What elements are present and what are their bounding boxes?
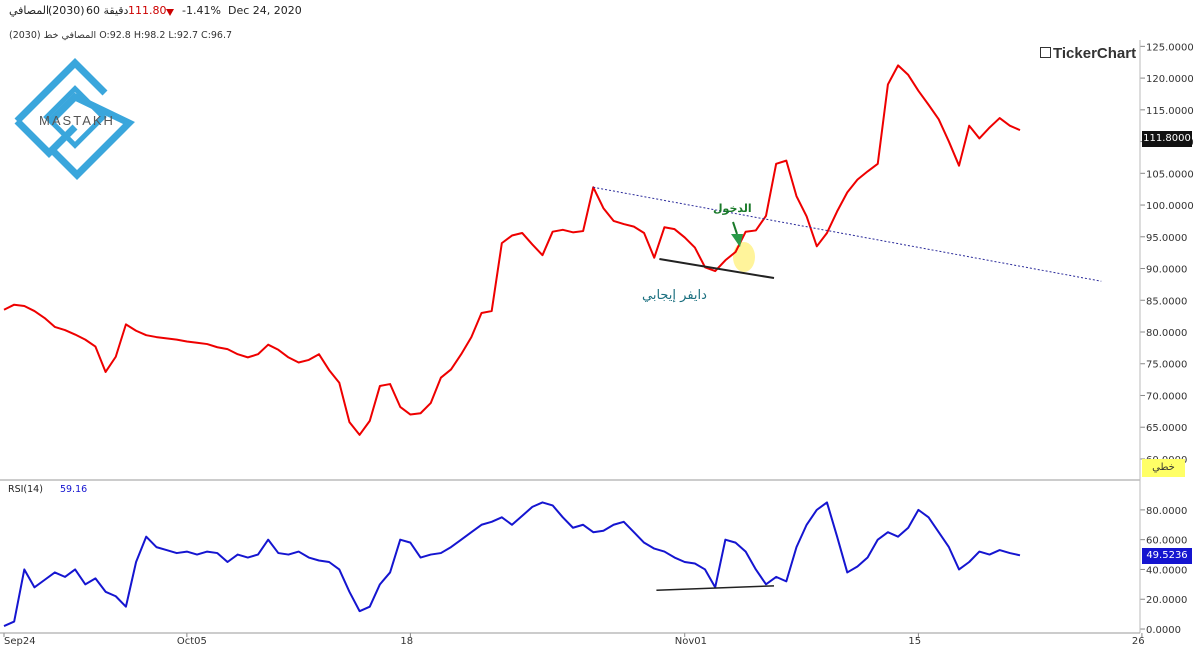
price-tick-label: 115.0000 — [1146, 106, 1194, 117]
price-tick-label: 65.0000 — [1146, 423, 1187, 434]
price-series — [3, 64, 1021, 436]
price-tick-label: 120.0000 — [1146, 74, 1194, 85]
rsi-support-line — [656, 585, 775, 592]
x-tick-label: 18 — [400, 636, 413, 647]
x-tick-label: Sep24 — [4, 636, 36, 647]
mastakh-logo: MASTAKH — [9, 51, 145, 187]
rsi-value-tag: 49.5236 — [1142, 548, 1192, 564]
entry-highlight — [733, 242, 755, 272]
entry-annotation: الدخول — [713, 202, 752, 215]
rsi-series — [3, 501, 1021, 627]
price-tick-label: 75.0000 — [1146, 360, 1187, 371]
annotation-lines — [593, 186, 1102, 592]
rsi-tick-label: 0.0000 — [1146, 625, 1181, 636]
price-tick-label: 105.0000 — [1146, 169, 1194, 180]
price-tick-label: 70.0000 — [1146, 391, 1187, 402]
price-axis: 60.000065.000070.000075.000080.000085.00… — [1146, 42, 1194, 466]
header-down-arrow-icon — [166, 9, 174, 16]
price-line — [3, 64, 1021, 436]
tickerchart-brand: TickerChart — [1040, 45, 1136, 62]
price-tick-label: 85.0000 — [1146, 296, 1187, 307]
divergence-annotation: دايفر إيجابي — [642, 288, 707, 303]
header-name: المصافي — [9, 4, 50, 17]
price-tick-label: 95.0000 — [1146, 233, 1187, 244]
header-interval: 60 دقيقة — [86, 4, 129, 17]
rsi-label: RSI(14) 59.16 — [8, 484, 88, 495]
x-tick-label: 15 — [908, 636, 921, 647]
brand-square-icon — [1040, 47, 1051, 58]
entry-arrow-icon — [731, 221, 743, 247]
price-tick-label: 125.0000 — [1146, 42, 1194, 53]
rsi-line — [3, 501, 1021, 627]
last-price-tag: 111.8000 — [1142, 131, 1192, 147]
price-tick-label: 80.0000 — [1146, 328, 1187, 339]
header-symbol: (2030) — [48, 4, 85, 17]
price-tick-label: 90.0000 — [1146, 265, 1187, 276]
rsi-tick-label: 80.0000 — [1146, 506, 1187, 517]
x-tick-label: 26 — [1132, 636, 1145, 647]
rsi-tick-label: 40.0000 — [1146, 565, 1187, 576]
chart-style-button[interactable]: خطي — [1142, 459, 1185, 477]
rsi-tick-label: 20.0000 — [1146, 595, 1187, 606]
rsi-tick-label: 60.0000 — [1146, 536, 1187, 547]
descending-trendline — [593, 186, 1102, 282]
price-tick-label: 100.0000 — [1146, 201, 1194, 212]
header-ohlc: المصافي خط (2030) O:92.8 H:98.2 L:92.7 C… — [9, 30, 233, 41]
price-grid — [1140, 45, 1145, 460]
x-tick-label: Nov01 — [675, 636, 707, 647]
header-change: -1.41% — [182, 4, 221, 17]
x-axis: Sep24Oct0518Nov011526Dec0922 — [3, 633, 1145, 647]
logo-text: MASTAKH — [39, 113, 115, 128]
header-date: Dec 24, 2020 — [228, 4, 302, 17]
price-support-line — [659, 258, 775, 280]
header-price: 111.80 — [128, 4, 167, 17]
rsi-axis: 0.0000 20.0000 40.0000 60.0000 80.0000 — [1140, 506, 1187, 636]
x-tick-label: Oct05 — [177, 636, 207, 647]
